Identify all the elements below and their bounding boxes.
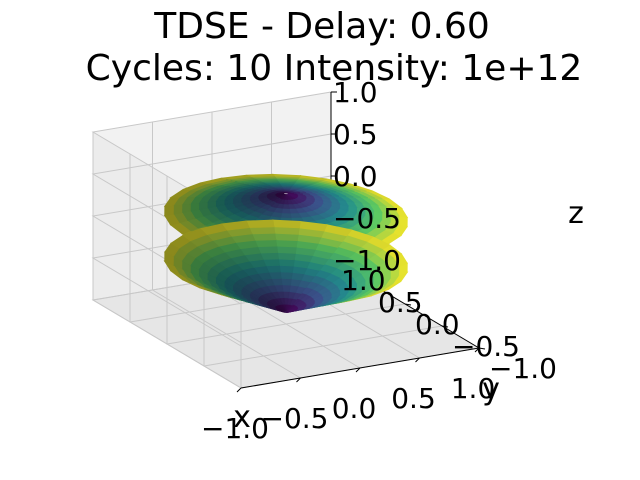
chart-title-line1: TDSE - Delay: 0.60 [153, 6, 490, 47]
y-tick-mark [404, 303, 412, 306]
surface-patch [172, 203, 183, 215]
z-tick-label: 0.0 [333, 160, 378, 193]
z-tick-label: −1.0 [333, 244, 401, 277]
y-tick-label: 0.5 [378, 286, 423, 319]
tick-labels: −1.0−1.0−1.0−0.5−0.5−0.50.00.00.00.50.50… [201, 76, 557, 445]
y-axis-label: y [482, 372, 500, 407]
z-axis-label: z [568, 196, 584, 231]
x-tick-label: 0.0 [332, 392, 377, 425]
chart-title-line2: Cycles: 10 Intensity: 1e+12 [86, 48, 583, 89]
z-tick-label: 0.5 [333, 118, 378, 151]
x-tick-label: 0.5 [391, 382, 436, 415]
surface-patch [253, 239, 278, 248]
x-tick-label: 1.0 [451, 372, 496, 405]
surface-patch [246, 173, 275, 178]
y-tick-label: 0.0 [415, 308, 460, 341]
y-tick-label: −1.0 [489, 352, 557, 385]
surface-patch [182, 228, 208, 242]
y-tick-mark [478, 347, 486, 350]
y-tick-mark [441, 325, 449, 328]
surface-patch [280, 277, 292, 286]
x-tick-label: −1.0 [201, 412, 269, 445]
surface-patch [164, 204, 174, 217]
x-tick-mark [355, 367, 361, 373]
grid-line-y [166, 176, 406, 345]
lower-lobe [163, 219, 409, 313]
x-tick-label: −0.5 [261, 402, 329, 435]
surface-patch [245, 219, 275, 229]
y-tick-label: −0.5 [452, 330, 520, 363]
y-tick-label: 1.0 [341, 264, 386, 297]
surface-patch [181, 202, 191, 213]
surface-plot [163, 173, 409, 313]
z-tick-label: −0.5 [333, 202, 401, 235]
surface-patch [272, 219, 301, 229]
x-tick-mark [296, 377, 301, 383]
surface-patch [182, 182, 207, 191]
x-tick-mark [236, 387, 242, 393]
surface-patch [279, 271, 293, 280]
x-tick-mark [415, 357, 420, 363]
z-tick-label: 1.0 [333, 76, 378, 109]
surface-patch [256, 245, 279, 254]
x-axis-label: x [233, 400, 251, 435]
x-tick-mark [474, 347, 480, 353]
